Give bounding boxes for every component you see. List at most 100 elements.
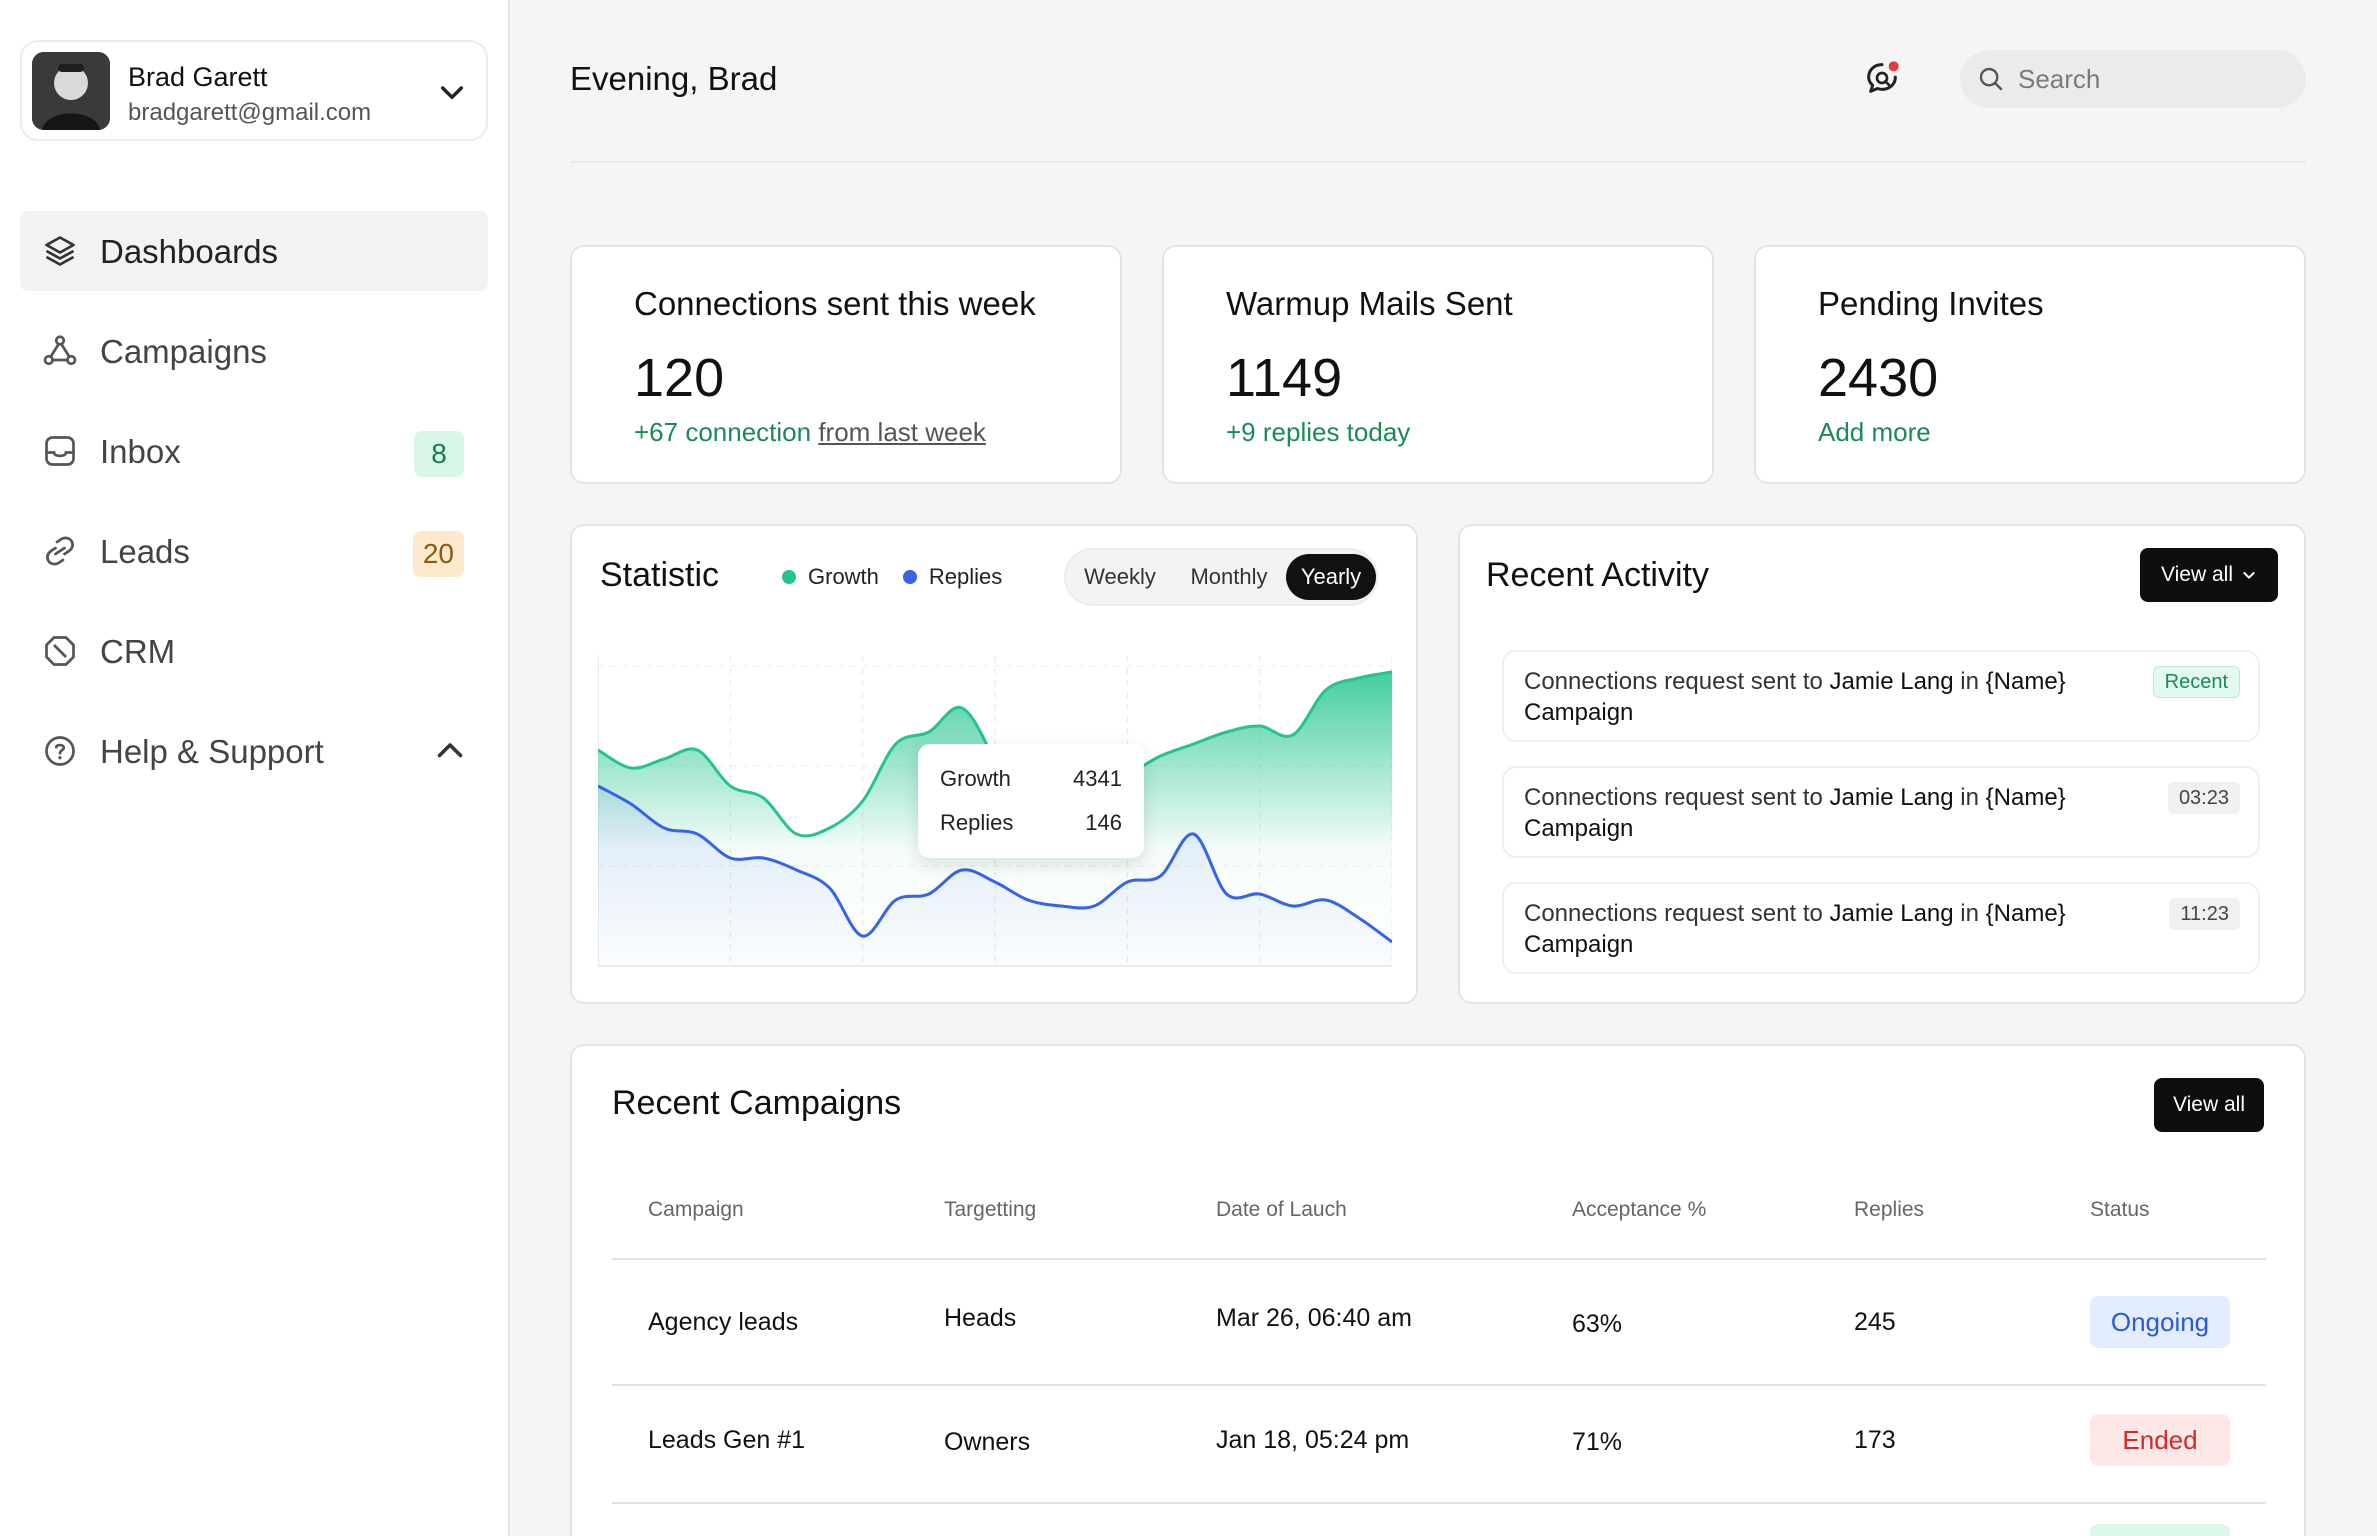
activity-prefix: Connections request sent to xyxy=(1524,784,1830,811)
help-icon xyxy=(45,736,75,766)
search-icon xyxy=(1979,67,2003,91)
sidebar-item-label: Help & Support xyxy=(100,733,324,770)
legend-dot xyxy=(782,570,796,584)
search-input[interactable] xyxy=(2018,60,2288,98)
sidebar-item-crm[interactable]: CRM xyxy=(20,611,488,691)
sidebar-item-dashboards[interactable]: Dashboards xyxy=(20,211,488,291)
period-monthly[interactable]: Monthly xyxy=(1190,564,1268,589)
stat-delta-link[interactable]: from last week xyxy=(818,417,986,447)
cell-acceptance: 63% xyxy=(1572,1310,1623,1338)
replies-area xyxy=(598,786,1392,966)
activity-person: Jamie Lang xyxy=(1829,784,1954,811)
crm-icon xyxy=(45,636,75,666)
recent-activity-title: Recent Activity xyxy=(1486,556,1709,594)
tooltip-growth-label: Growth xyxy=(940,766,1011,791)
stat-card-warmup-mails: Warmup Mails Sent 1149 +9 replies today xyxy=(1162,245,1714,484)
cell-replies: 173 xyxy=(1854,1426,1896,1454)
column-header-status[interactable]: Status xyxy=(2090,1198,2150,1221)
chart-title: Statistic xyxy=(600,556,720,594)
activity-badge: Recent xyxy=(2152,666,2240,698)
tooltip-replies-value: 146 xyxy=(1085,810,1122,835)
campaigns-view-all-button[interactable]: View all xyxy=(2154,1078,2264,1132)
sidebar-item-help-support[interactable]: Help & Support xyxy=(20,711,488,791)
status-badge: Ended xyxy=(2090,1414,2230,1466)
period-toggle: Weekly Monthly Yearly xyxy=(1064,548,1378,606)
activity-person: Jamie Lang xyxy=(1829,668,1954,695)
sidebar-item-campaigns[interactable]: Campaigns xyxy=(20,311,488,391)
status-badge: Ongoing xyxy=(2090,1296,2230,1348)
sidebar-item-leads[interactable]: Leads 20 xyxy=(20,511,488,591)
cell-targetting: Owners xyxy=(944,1428,1031,1456)
page-greeting: Evening, Brad xyxy=(570,60,778,97)
activity-prefix: Connections request sent to xyxy=(1524,668,1830,695)
tooltip-replies-label: Replies xyxy=(940,810,1014,835)
sidebar: Brad Garett bradgarett@gmail.com Dashboa… xyxy=(0,0,510,1536)
sidebar-item-label: Inbox xyxy=(100,433,181,470)
statistic-card: Statistic Growth Replies Weekly Monthly … xyxy=(570,524,1418,1004)
activity-view-all-button[interactable]: View all xyxy=(2140,548,2278,602)
stat-value: 2430 xyxy=(1818,348,1939,408)
activity-prefix: Connections request sent to xyxy=(1524,900,1830,927)
activity-mid: in xyxy=(1953,784,1986,811)
stat-value: 1149 xyxy=(1226,348,1343,408)
view-all-label: View all xyxy=(2161,563,2233,586)
legend-label: Replies xyxy=(928,564,1003,589)
replies-line xyxy=(598,784,1392,944)
cell-campaign: Agency leads xyxy=(648,1308,799,1336)
sidebar-item-inbox[interactable]: Inbox 8 xyxy=(20,411,488,491)
table-divider xyxy=(612,1258,2266,1260)
chart-tooltip: Growth 4341 Replies 146 xyxy=(918,744,1144,858)
inbox-count-badge: 8 xyxy=(414,431,464,477)
activity-text: Connections request sent to Jamie Lang i… xyxy=(1524,666,2134,728)
activity-campaign: Campaign xyxy=(1524,931,1634,958)
stat-subtext: +9 replies today xyxy=(1226,417,1411,447)
recent-campaigns-card: Recent Campaigns View all Campaign Targe… xyxy=(570,1044,2306,1536)
stat-subtext: +67 connection from last week xyxy=(634,417,986,448)
activity-campaign: Campaign xyxy=(1524,699,1634,726)
sidebar-item-label: Campaigns xyxy=(100,333,267,370)
activity-time-badge: 11:23 xyxy=(2169,898,2240,930)
chevron-down-icon[interactable] xyxy=(436,76,468,108)
activity-name-tag: {Name} xyxy=(1985,900,2066,927)
sidebar-item-label: Dashboards xyxy=(100,233,278,270)
profile-email: bradgarett@gmail.com xyxy=(128,99,372,126)
chart-legend: Growth Replies xyxy=(782,564,1002,590)
chevron-down-icon xyxy=(2243,572,2255,579)
recent-campaigns-title: Recent Campaigns xyxy=(612,1084,902,1122)
period-yearly[interactable]: Yearly xyxy=(1286,554,1376,600)
activity-mid: in xyxy=(1953,668,1986,695)
activity-text: Connections request sent to Jamie Lang i… xyxy=(1524,898,2134,960)
activity-mid: in xyxy=(1953,900,1986,927)
link-icon xyxy=(46,536,74,566)
activity-person: Jamie Lang xyxy=(1829,900,1954,927)
column-header-campaign[interactable]: Campaign xyxy=(648,1198,744,1221)
period-weekly[interactable]: Weekly xyxy=(1084,564,1156,589)
stat-value: 120 xyxy=(634,348,725,408)
inbox-icon xyxy=(45,436,75,466)
status-badge xyxy=(2090,1524,2230,1536)
activity-item[interactable]: Connections request sent to Jamie Lang i… xyxy=(1502,766,2260,858)
add-more-link[interactable]: Add more xyxy=(1818,417,1931,447)
activity-time-badge: 03:23 xyxy=(2167,782,2240,814)
notification-icon[interactable] xyxy=(1862,58,1902,98)
cell-acceptance: 71% xyxy=(1572,1428,1623,1456)
stat-title: Connections sent this week xyxy=(634,285,1036,322)
column-header-replies[interactable]: Replies xyxy=(1854,1198,1925,1221)
leads-count-badge: 20 xyxy=(412,531,464,577)
table-divider xyxy=(612,1384,2266,1386)
cell-campaign: Leads Gen #1 xyxy=(648,1426,806,1454)
table-divider xyxy=(612,1502,2266,1504)
search-bar[interactable] xyxy=(1960,50,2306,108)
profile-switcher[interactable]: Brad Garett bradgarett@gmail.com xyxy=(20,40,488,141)
tooltip-growth-value: 4341 xyxy=(1073,766,1122,791)
activity-item[interactable]: Connections request sent to Jamie Lang i… xyxy=(1502,882,2260,974)
activity-campaign: Campaign xyxy=(1524,815,1634,842)
chevron-up-icon[interactable] xyxy=(432,733,468,769)
legend-label: Growth xyxy=(808,564,879,589)
cell-date: Mar 26, 06:40 am xyxy=(1216,1304,1412,1332)
column-header-date[interactable]: Date of Lauch xyxy=(1216,1198,1347,1221)
column-header-targetting[interactable]: Targetting xyxy=(944,1198,1037,1221)
activity-item[interactable]: Connections request sent to Jamie Lang i… xyxy=(1502,650,2260,742)
column-header-acceptance[interactable]: Acceptance % xyxy=(1572,1198,1707,1221)
profile-name: Brad Garett xyxy=(128,62,268,92)
